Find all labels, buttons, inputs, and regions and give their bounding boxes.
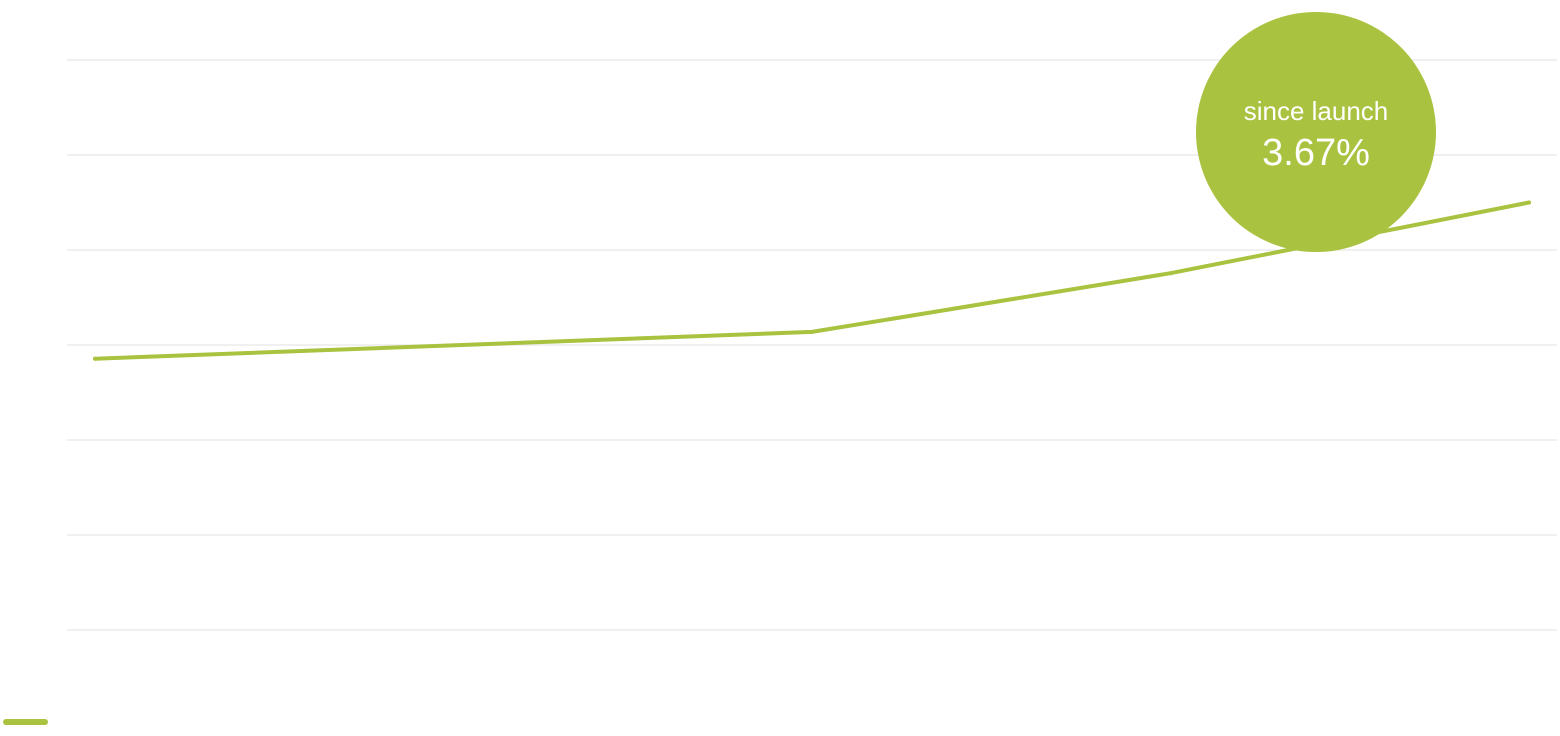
annotation-value: 3.67% [1262, 132, 1370, 174]
annotation-bubble: since launch 3.67% [1196, 12, 1436, 252]
data-point [93, 356, 97, 361]
data-point [1168, 271, 1173, 276]
gridlines [67, 59, 1557, 631]
annotation-label: since launch [1244, 96, 1389, 126]
annotation-bubble-circle [1196, 12, 1436, 252]
data-point [1527, 200, 1531, 205]
data-point [810, 329, 814, 334]
